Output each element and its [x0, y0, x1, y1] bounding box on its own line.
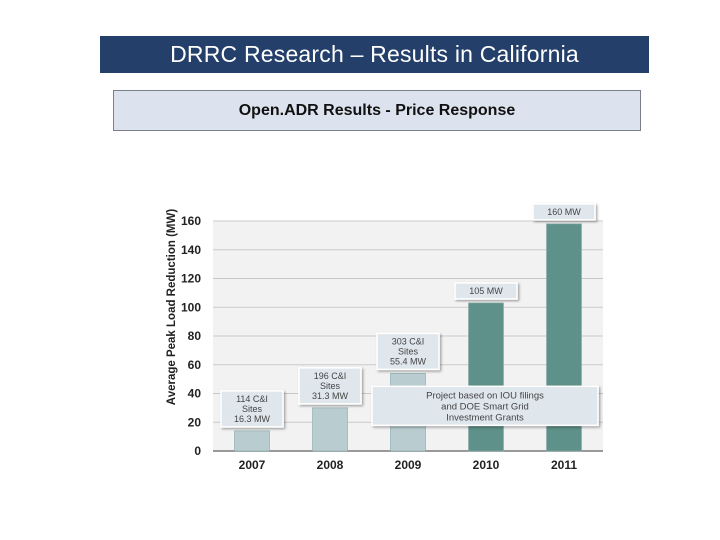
bar-2007 — [234, 430, 270, 452]
x-tick-label: 2008 — [317, 458, 344, 472]
slide-title-text: DRRC Research – Results in California — [170, 41, 579, 67]
data-label-text: 160 MW — [547, 207, 581, 217]
y-tick-label: 80 — [188, 329, 202, 343]
data-label-text: 196 C&I — [314, 371, 347, 381]
x-tick-label: 2007 — [239, 458, 266, 472]
y-tick-label: 140 — [181, 243, 201, 257]
y-tick-label: 160 — [181, 214, 201, 228]
data-label-text: 31.3 MW — [312, 391, 349, 401]
callout-box — [454, 282, 518, 300]
annotation-text: and DOE Smart Grid — [441, 401, 529, 412]
y-tick-label: 60 — [188, 358, 202, 372]
data-label-text: 16.3 MW — [234, 414, 271, 424]
data-label-text: 55.4 MW — [390, 356, 427, 366]
data-label-text: Sites — [320, 381, 341, 391]
annotation-box — [371, 385, 599, 427]
callout-2011: 160 MW — [532, 203, 596, 221]
chart-subtitle-text: Open.ADR Results - Price Response — [238, 101, 516, 119]
callout-box — [298, 367, 362, 405]
data-label-text: 303 C&I — [392, 336, 425, 346]
y-axis-label: Average Peak Load Reduction (MW) — [166, 209, 178, 406]
x-tick-labels: 2007 2008 2009 2010 2011 — [239, 458, 578, 472]
chart-subtitle-box: Open.ADR Results - Price Response — [113, 90, 641, 131]
y-tick-label: 0 — [194, 444, 201, 458]
annotation-text: Investment Grants — [446, 412, 524, 423]
callout-box — [220, 390, 284, 428]
callout-2010: 105 MW — [454, 282, 518, 300]
y-tick-label: 120 — [181, 272, 201, 286]
x-tick-label: 2009 — [395, 458, 422, 472]
annotation-text: Project based on IOU filings — [426, 390, 544, 401]
y-tick-label: 100 — [181, 300, 201, 314]
peak-load-bar-chart: 0 20 40 60 80 100 120 140 160 2007 2008 2009 2010 20… — [150, 185, 620, 485]
bar-2008 — [312, 407, 348, 452]
data-label-text: Sites — [242, 404, 263, 414]
callout-box — [376, 332, 440, 371]
data-label-text: Sites — [398, 346, 419, 356]
x-tick-label: 2011 — [551, 458, 577, 472]
x-tick-label: 2010 — [473, 458, 500, 472]
bar-2010 — [468, 302, 504, 452]
y-tick-label: 20 — [188, 415, 202, 429]
data-label-text: 114 C&I — [236, 394, 268, 404]
y-tick-labels: 0 20 40 60 80 100 120 140 160 — [181, 214, 201, 458]
y-tick-label: 40 — [188, 387, 202, 401]
callout-box — [532, 203, 596, 221]
data-label-text: 105 MW — [469, 286, 503, 296]
slide-title: DRRC Research – Results in California — [100, 36, 649, 73]
